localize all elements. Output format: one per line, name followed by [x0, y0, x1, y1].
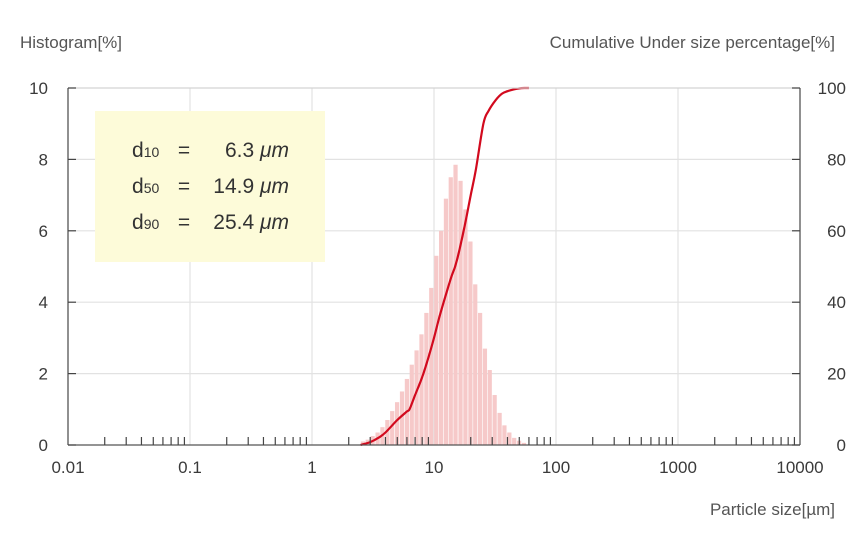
histogram-bar: [512, 437, 517, 445]
histogram-bar: [385, 420, 390, 445]
histogram-bar: [438, 230, 444, 445]
x-tick-label: 1: [307, 458, 316, 477]
stat-label: d90: [132, 211, 159, 234]
histogram-bar: [424, 312, 429, 445]
histogram-bar: [414, 350, 419, 445]
x-tick-label: 10: [425, 458, 444, 477]
stat-unit: μm: [259, 175, 289, 198]
histogram-bar: [463, 209, 468, 445]
y-left-tick-label: 0: [39, 436, 48, 455]
x-axis-title: Particle size[µm]: [710, 500, 835, 519]
histogram-bar: [492, 395, 497, 445]
stat-label: d50: [132, 175, 159, 198]
histogram-bar: [448, 177, 453, 445]
histogram-bar: [429, 287, 434, 445]
stat-subscript: 10: [144, 144, 160, 160]
y-left-tick-label: 10: [29, 79, 48, 98]
stat-subscript: 50: [144, 180, 160, 196]
cumulative-curve: [360, 86, 529, 447]
histogram-bar: [443, 198, 449, 445]
stat-unit: μm: [259, 211, 289, 234]
left-axis-title: Histogram[%]: [20, 33, 122, 52]
y-right-tick-label: 40: [827, 293, 846, 312]
histogram-bar: [477, 312, 483, 445]
y-right-tick-label: 0: [837, 436, 846, 455]
histogram-bar: [473, 284, 478, 445]
histogram-bar: [419, 334, 424, 445]
cumulative-line: [360, 86, 529, 447]
stat-value: 14.9 μm: [213, 175, 289, 198]
stat-label: d10: [132, 139, 159, 162]
stat-value: 25.4 μm: [213, 211, 289, 234]
x-tick-label: 100: [542, 458, 570, 477]
stats-box: d10 = 6.3 μm d50 = 14.9 μm d90 = 25.4 μm: [95, 111, 325, 262]
axes: 0.01 0.1 1 10 100 1000 10000024681002040608010…: [29, 79, 846, 477]
histogram-bar: [458, 180, 463, 445]
stat-equals: =: [178, 175, 190, 198]
stats-box-bg: [95, 111, 325, 262]
histogram-bar: [521, 442, 527, 445]
stat-equals: =: [178, 139, 190, 162]
y-left-tick-label: 6: [39, 222, 48, 241]
right-axis-title: Cumulative Under size percentage[%]: [550, 33, 835, 52]
histogram-bar: [507, 432, 512, 445]
x-tick-label: 0.1: [178, 458, 202, 477]
histogram-bar: [487, 370, 492, 445]
histogram-bar: [453, 164, 458, 445]
y-right-tick-label: 60: [827, 222, 846, 241]
histogram-bar: [399, 391, 405, 445]
histogram-bar: [434, 255, 439, 445]
x-tick-label: 1000: [659, 458, 697, 477]
stat-equals: =: [178, 211, 190, 234]
x-tick-label: 10000: [776, 458, 823, 477]
histogram-bar: [360, 441, 366, 445]
histogram-bar: [468, 241, 473, 445]
stat-unit: μm: [259, 139, 289, 162]
histogram-bar: [394, 402, 400, 445]
y-right-tick-label: 100: [818, 79, 846, 98]
x-tick-label: 0.01: [51, 458, 84, 477]
y-left-tick-label: 8: [39, 150, 48, 169]
y-right-tick-label: 20: [827, 365, 846, 384]
stat-value: 6.3 μm: [225, 139, 289, 162]
histogram-bar: [390, 411, 395, 445]
y-left-tick-label: 4: [39, 293, 48, 312]
histogram-bar: [482, 348, 488, 445]
stat-subscript: 90: [144, 216, 160, 232]
histogram-bar: [502, 425, 507, 445]
histogram-bar: [497, 412, 502, 445]
y-left-tick-label: 2: [39, 365, 48, 384]
y-right-tick-label: 80: [827, 150, 846, 169]
